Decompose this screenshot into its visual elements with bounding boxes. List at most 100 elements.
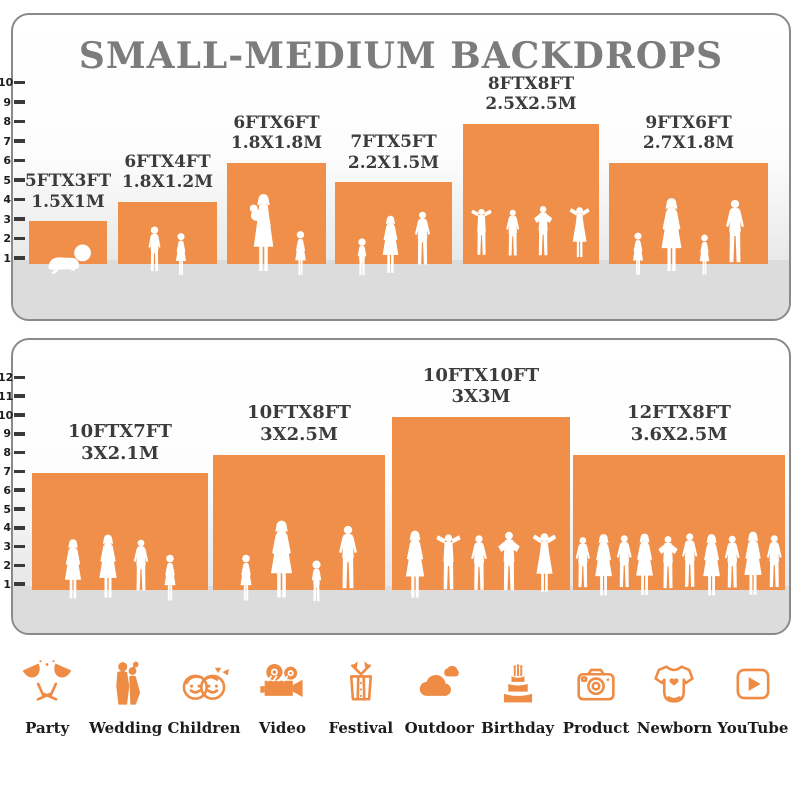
person-silhouette-woman-arms bbox=[532, 533, 557, 592]
person-silhouette-man-hips bbox=[534, 206, 553, 256]
bar-size-m: 2.5X2.5M bbox=[485, 94, 577, 115]
person-silhouette-man-hips bbox=[658, 536, 678, 589]
axis-tick-label: 12 bbox=[0, 370, 14, 384]
backdrop-bar-6ftx4ft bbox=[118, 201, 217, 276]
backdrop-bar-6ftx6ft bbox=[227, 162, 326, 276]
wedding-icon bbox=[115, 661, 140, 705]
icon-label: Festival bbox=[328, 719, 394, 737]
axis-tick-9: 9 bbox=[0, 427, 25, 441]
icon-label: Video bbox=[258, 719, 306, 737]
axis-tick-1: 1 bbox=[0, 251, 25, 265]
person-silhouette-man bbox=[725, 199, 744, 263]
axis-tick-label: 8 bbox=[3, 115, 11, 129]
axis-tick-label: 3 bbox=[3, 212, 11, 226]
backdrop-bar-10ftx7ft bbox=[32, 473, 208, 601]
backdrop-bar-9ftx6ft bbox=[609, 162, 768, 275]
axis-tick-label: 5 bbox=[3, 502, 11, 516]
bar-size-label: 7FTX5FT 2.2X1.5M bbox=[348, 132, 439, 173]
axis-tick-label: 10 bbox=[0, 408, 14, 422]
axis-tick-label: 4 bbox=[3, 521, 11, 535]
icon-label: Children bbox=[167, 719, 241, 737]
axis-tick-10: 10 bbox=[0, 76, 25, 90]
axis-tick-label: 9 bbox=[3, 95, 11, 109]
person-silhouette-woman bbox=[594, 534, 612, 596]
bar-size-label: 10FTX8FT 3X2.5M bbox=[247, 402, 351, 445]
person-silhouette-woman bbox=[270, 520, 293, 598]
bar-size-m: 3X2.5M bbox=[260, 424, 338, 446]
backdrop-bar-10ftx8ft bbox=[213, 454, 385, 602]
person-silhouette-woman bbox=[702, 534, 720, 596]
festival-icon bbox=[349, 661, 372, 701]
axis-tick-mark bbox=[14, 158, 25, 163]
category-item-birthday: Birthday bbox=[478, 658, 556, 737]
axis-tick-mark bbox=[14, 80, 25, 85]
axis-tick-mark bbox=[14, 256, 25, 260]
person-silhouette-man bbox=[339, 525, 357, 589]
bar-size-label: 12FTX8FT 3.6X2.5M bbox=[627, 402, 731, 445]
people-silhouettes bbox=[574, 519, 784, 602]
axis-tick-label: 2 bbox=[3, 558, 11, 572]
people-silhouettes bbox=[119, 222, 216, 276]
person-silhouette-man bbox=[506, 209, 520, 256]
bar-size-m: 2.2X1.5M bbox=[347, 152, 440, 173]
axis-tick-label: 8 bbox=[3, 446, 11, 460]
axis-tick-mark bbox=[14, 582, 25, 586]
icon-label: Outdoor bbox=[404, 719, 474, 737]
axis-tick-7: 7 bbox=[0, 134, 25, 148]
axis-tick-2: 2 bbox=[0, 558, 25, 572]
axis-tick-6: 6 bbox=[0, 154, 25, 168]
bar-size-m: 3X2.1M bbox=[81, 442, 159, 464]
children-icon bbox=[182, 667, 229, 700]
icon-label: Party bbox=[25, 719, 70, 737]
bar-size-label: 6FTX6FT 1.8X1.8M bbox=[231, 113, 322, 154]
axis-tick-mark bbox=[14, 139, 25, 143]
person-silhouette-woman bbox=[636, 533, 654, 595]
floor-bottom bbox=[13, 586, 789, 633]
people-silhouettes bbox=[30, 241, 106, 276]
video-icon bbox=[260, 663, 304, 697]
person-silhouette-woman bbox=[405, 530, 425, 598]
icon-label: Wedding bbox=[88, 719, 163, 737]
axis-tick-5: 5 bbox=[0, 502, 25, 516]
axis-tick-4: 4 bbox=[0, 521, 25, 535]
person-silhouette-boy bbox=[148, 226, 161, 272]
birthday-icon bbox=[503, 664, 532, 703]
people-silhouettes bbox=[214, 513, 384, 602]
axis-tick-label: 2 bbox=[3, 232, 11, 246]
people-silhouettes bbox=[228, 191, 325, 276]
axis-tick-mark bbox=[14, 197, 25, 202]
axis-tick-label: 1 bbox=[3, 251, 11, 265]
outdoor-icon bbox=[420, 665, 460, 696]
page-title: SMALL-MEDIUM BACKDROPS bbox=[78, 35, 724, 77]
category-item-party: Party bbox=[8, 658, 86, 737]
panel-small-medium-bottom: 12 11 10 9 8 7 6 5 4 3 2 1 10FTX7FT 3X2.1M 10FTX8FT 3X2… bbox=[0, 338, 791, 635]
category-item-children: Children bbox=[165, 658, 243, 737]
bar-size-ft: 7FTX5FT bbox=[350, 132, 437, 153]
bar-size-label: 9FTX6FT 2.7X1.8M bbox=[643, 113, 734, 154]
person-silhouette-man bbox=[575, 537, 590, 588]
axis-tick-8: 8 bbox=[0, 115, 25, 129]
axis-tick-label: 11 bbox=[0, 389, 14, 403]
axis-tick-3: 3 bbox=[0, 212, 25, 226]
icon-label: Product bbox=[562, 719, 630, 737]
person-silhouette-toddler bbox=[311, 560, 322, 602]
backdrop-bar-7ftx5ft bbox=[335, 182, 452, 276]
axis-tick-5: 5 bbox=[0, 173, 25, 187]
person-silhouette-mom-baby bbox=[249, 194, 273, 272]
axis-tick-mark bbox=[14, 375, 25, 380]
axis-tick-mark bbox=[14, 413, 25, 417]
bar-size-ft: 10FTX7FT bbox=[68, 421, 172, 443]
category-item-newborn: Newborn bbox=[635, 658, 713, 737]
bar-size-label: 10FTX7FT 3X2.1M bbox=[68, 421, 172, 464]
bar-size-ft: 12FTX8FT bbox=[627, 402, 731, 424]
bar-size-label: 5FTX3FT 1.5X1M bbox=[25, 171, 111, 212]
person-silhouette-baby bbox=[48, 244, 91, 275]
axis-tick-11: 11 bbox=[0, 389, 25, 403]
icon-label: Newborn bbox=[636, 719, 713, 737]
axis-tick-mark bbox=[14, 100, 25, 104]
bar-size-m: 3X3M bbox=[451, 386, 511, 408]
axis-tick-1: 1 bbox=[0, 577, 25, 591]
bar-size-ft: 5FTX3FT bbox=[24, 171, 112, 192]
axis-tick-mark bbox=[14, 507, 25, 511]
